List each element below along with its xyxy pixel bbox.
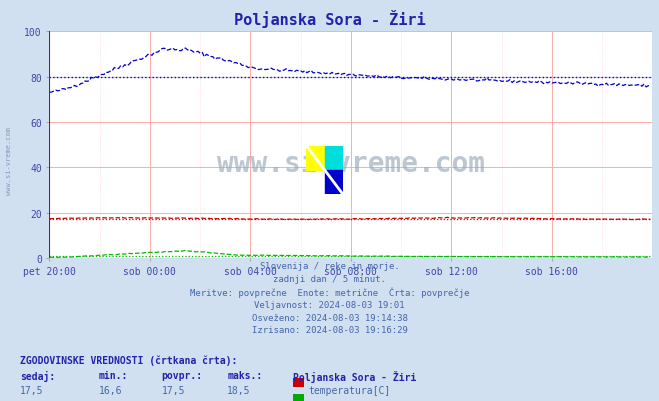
Bar: [325, 146, 343, 170]
Text: 18,5: 18,5: [227, 385, 251, 395]
Text: 16,6: 16,6: [99, 385, 123, 395]
Text: Izrisano: 2024-08-03 19:16:29: Izrisano: 2024-08-03 19:16:29: [252, 326, 407, 334]
Text: Poljanska Sora - Žiri: Poljanska Sora - Žiri: [234, 10, 425, 28]
Text: zadnji dan / 5 minut.: zadnji dan / 5 minut.: [273, 274, 386, 283]
Bar: [306, 146, 325, 170]
Text: www.si-vreme.com: www.si-vreme.com: [5, 126, 12, 194]
Text: povpr.:: povpr.:: [161, 370, 202, 380]
Text: Osveženo: 2024-08-03 19:14:38: Osveženo: 2024-08-03 19:14:38: [252, 313, 407, 322]
Text: 17,5: 17,5: [20, 385, 43, 395]
Bar: [325, 170, 343, 194]
Text: Slovenija / reke in morje.: Slovenija / reke in morje.: [260, 261, 399, 270]
Text: www.si-vreme.com: www.si-vreme.com: [217, 150, 485, 178]
Text: 17,5: 17,5: [161, 385, 185, 395]
Text: maks.:: maks.:: [227, 370, 262, 380]
Text: temperatura[C]: temperatura[C]: [308, 385, 391, 395]
Text: Poljanska Sora - Žiri: Poljanska Sora - Žiri: [293, 370, 416, 382]
Text: Meritve: povprečne  Enote: metrične  Črta: povprečje: Meritve: povprečne Enote: metrične Črta:…: [190, 287, 469, 298]
Text: Veljavnost: 2024-08-03 19:01: Veljavnost: 2024-08-03 19:01: [254, 300, 405, 309]
Text: sedaj:: sedaj:: [20, 370, 55, 381]
Text: min.:: min.:: [99, 370, 129, 380]
Text: ZGODOVINSKE VREDNOSTI (črtkana črta):: ZGODOVINSKE VREDNOSTI (črtkana črta):: [20, 355, 237, 365]
